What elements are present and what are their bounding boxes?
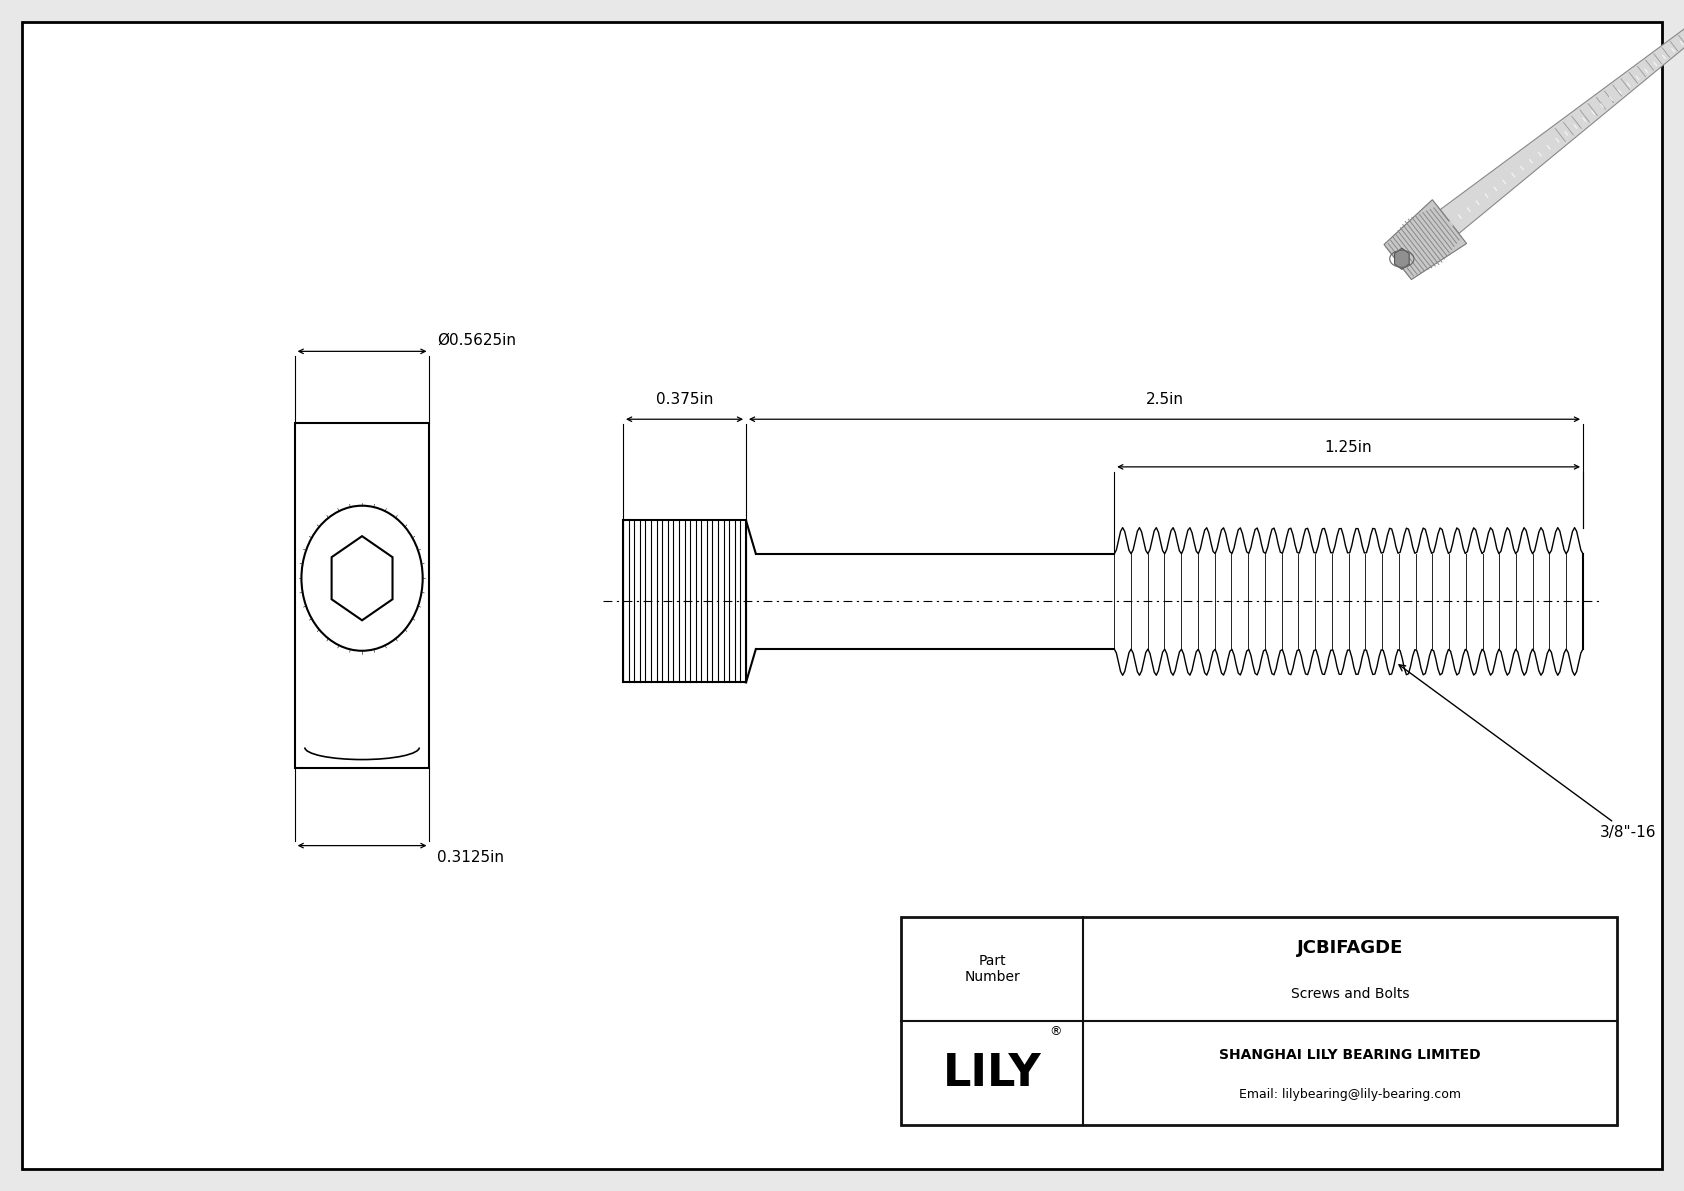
Text: SHANGHAI LILY BEARING LIMITED: SHANGHAI LILY BEARING LIMITED [1219, 1048, 1480, 1061]
Text: Screws and Bolts: Screws and Bolts [1292, 987, 1410, 1002]
Text: Email: lilybearing@lily-bearing.com: Email: lilybearing@lily-bearing.com [1239, 1087, 1462, 1100]
Text: 1.25in: 1.25in [1325, 439, 1372, 455]
Polygon shape [1440, 0, 1684, 233]
Text: LILY: LILY [943, 1052, 1041, 1095]
Text: 3/8"-16: 3/8"-16 [1399, 665, 1657, 841]
Text: 2.5in: 2.5in [1145, 392, 1184, 407]
Polygon shape [1394, 248, 1410, 269]
Bar [901, 917, 1617, 1125]
Text: Part
Number: Part Number [965, 954, 1021, 984]
Bar [295, 423, 429, 768]
Bar [623, 520, 746, 682]
Text: 0.3125in: 0.3125in [438, 849, 505, 865]
Text: 0.375in: 0.375in [655, 392, 714, 407]
Text: ®: ® [1049, 1025, 1061, 1039]
Polygon shape [1384, 200, 1467, 280]
Text: JCBIFAGDE: JCBIFAGDE [1297, 940, 1403, 958]
Text: Ø0.5625in: Ø0.5625in [438, 332, 517, 348]
